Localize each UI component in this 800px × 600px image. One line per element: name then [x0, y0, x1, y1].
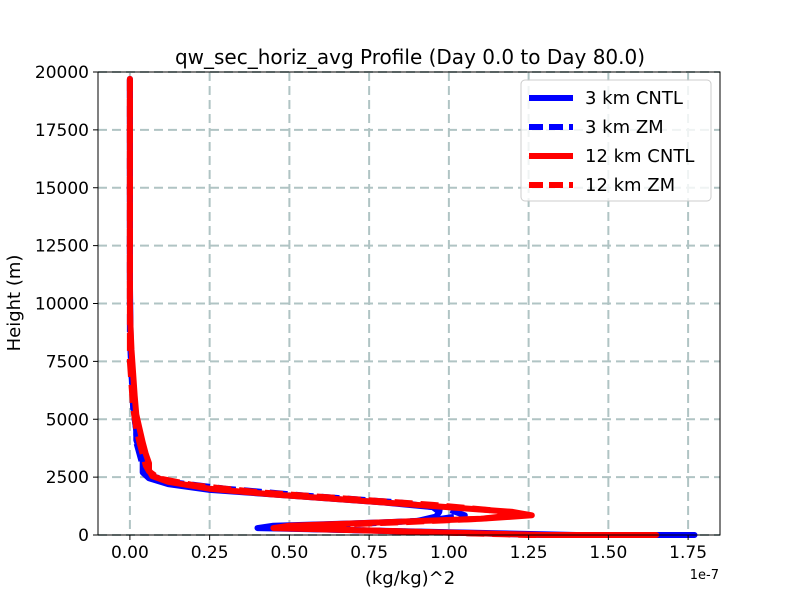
x-axis: 0.00 0.25 0.50 0.75 1.00 1.25 1.50 1.75 — [111, 535, 707, 563]
legend-label: 12 km ZM — [585, 175, 675, 196]
x-tick-label: 0.75 — [350, 543, 388, 563]
chart-title: qw_sec_horiz_avg Profile (Day 0.0 to Day… — [175, 45, 645, 69]
x-tick-label: 0.50 — [270, 543, 308, 563]
y-tick-label: 0 — [78, 526, 89, 546]
legend-label: 12 km CNTL — [585, 146, 694, 167]
y-tick-label: 7500 — [46, 352, 89, 372]
legend-label: 3 km CNTL — [585, 88, 683, 109]
x-axis-offset-label: 1e-7 — [690, 568, 719, 583]
series-line-12-km-zm — [126, 78, 641, 538]
y-tick-label: 17500 — [35, 121, 89, 141]
x-tick-label: 0.00 — [111, 543, 149, 563]
y-axis-label: Height (m) — [4, 255, 25, 352]
x-tick-label: 1.00 — [430, 543, 468, 563]
legend-box — [520, 79, 712, 202]
y-tick-label: 2500 — [46, 468, 89, 488]
y-tick-label: 5000 — [46, 410, 89, 430]
y-tick-label: 20000 — [35, 63, 89, 83]
x-tick-label: 0.25 — [191, 543, 229, 563]
y-axis: 0 2500 5000 7500 10000 12500 15000 17500 20000 — [35, 63, 98, 546]
x-axis-label: (kg/kg)^2 — [365, 568, 455, 589]
legend: 3 km CNTL 3 km ZM 12 km CNTL 12 km ZM — [520, 79, 712, 202]
legend-items: 3 km CNTL 3 km ZM 12 km CNTL 12 km ZM — [529, 88, 694, 196]
x-tick-label: 1.25 — [510, 543, 548, 563]
legend-label: 3 km ZM — [585, 117, 664, 138]
y-tick-label: 10000 — [35, 295, 89, 315]
plot-series — [126, 75, 698, 538]
y-tick-label: 12500 — [35, 237, 89, 257]
y-tick-label: 15000 — [35, 179, 89, 199]
x-tick-label: 1.75 — [669, 543, 707, 563]
x-tick-label: 1.50 — [589, 543, 627, 563]
